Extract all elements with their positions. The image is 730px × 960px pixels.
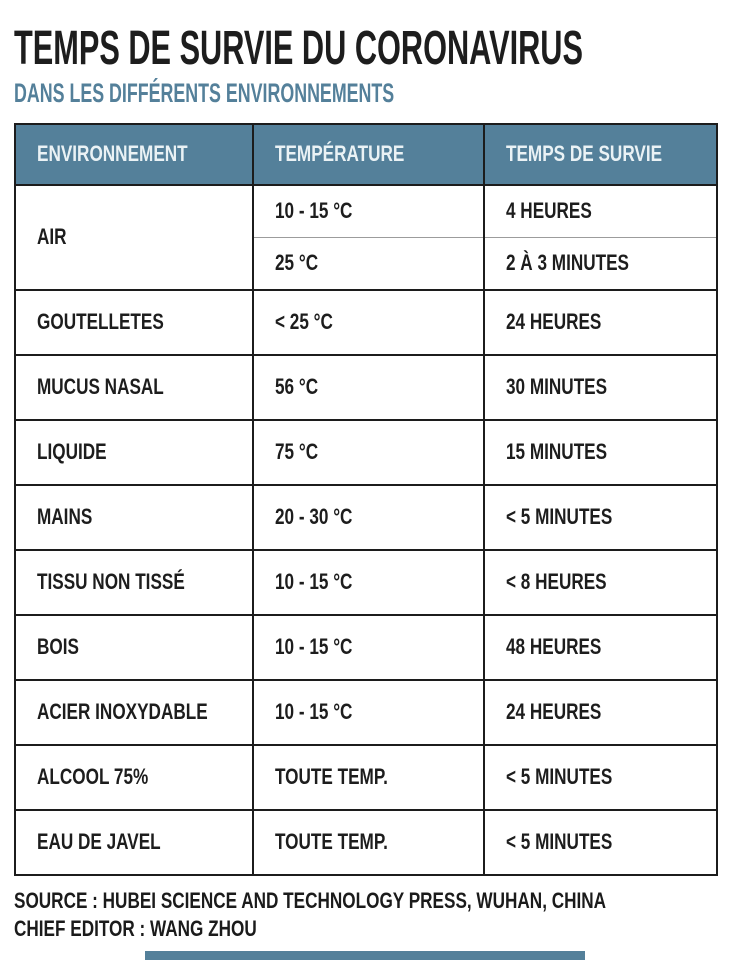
survival-label: 4 HEURES (506, 198, 592, 224)
env-cell: MAINS (14, 483, 254, 551)
table-row-eau-de-javel: EAU DE JAVEL TOUTE TEMP. < 5 MINUTES (14, 808, 718, 876)
table-row-alcool-75: ALCOOL 75% TOUTE TEMP. < 5 MINUTES (14, 743, 718, 811)
temp-label: 56 °C (275, 374, 319, 400)
temp-cell: 10 - 15 °C (252, 183, 485, 238)
temp-cell: 10 - 15 °C (252, 548, 485, 616)
env-cell: GOUTELLETES (14, 288, 254, 356)
column-header-temperature-label: TEMPÉRATURE (275, 141, 405, 167)
editor-line: CHIEF EDITOR : WANG ZHOU (14, 915, 716, 944)
env-label: MAINS (37, 504, 93, 530)
env-cell: ALCOOL 75% (14, 743, 254, 811)
survival-cell: < 5 MINUTES (483, 483, 718, 551)
env-label: GOUTELLETES (37, 309, 164, 335)
table-row-bois: BOIS 10 - 15 °C 48 HEURES (14, 613, 718, 681)
survival-cell: 4 HEURES (483, 183, 718, 238)
env-cell: LIQUIDE (14, 418, 254, 486)
env-label: LIQUIDE (37, 439, 107, 465)
table-row-air: AIR 10 - 15 °C 4 HEURES (14, 183, 718, 291)
page-subtitle-text: DANS LES DIFFÉRENTS ENVIRONNEMENTS (14, 78, 395, 109)
table-row-liquide: LIQUIDE 75 °C 15 MINUTES (14, 418, 718, 486)
survival-cell: 15 MINUTES (483, 418, 718, 486)
source-line-text: SOURCE : HUBEI SCIENCE AND TECHNOLOGY PR… (14, 887, 607, 913)
survival-label: 24 HEURES (506, 699, 602, 725)
temp-cell: TOUTE TEMP. (252, 808, 485, 876)
env-cell: TISSU NON TISSÉ (14, 548, 254, 616)
env-cell: AIR (14, 183, 254, 291)
survival-cell: < 8 HEURES (483, 548, 718, 616)
table-row-mucus-nasal: MUCUS NASAL 56 °C 30 MINUTES (14, 353, 718, 421)
survival-label: 30 MINUTES (506, 374, 608, 400)
page-subtitle: DANS LES DIFFÉRENTS ENVIRONNEMENTS (14, 78, 716, 109)
temp-cell: < 25 °C (252, 288, 485, 356)
env-label: MUCUS NASAL (37, 374, 164, 400)
temp-label: 75 °C (275, 439, 319, 465)
column-header-environment: ENVIRONNEMENT (14, 122, 254, 186)
survival-cell: 48 HEURES (483, 613, 718, 681)
column-header-survival-time-label: TEMPS DE SURVIE (506, 141, 663, 167)
survival-cell: 24 HEURES (483, 678, 718, 746)
temp-cell: 75 °C (252, 418, 485, 486)
survival-label: 15 MINUTES (506, 439, 608, 465)
temp-label: < 25 °C (275, 309, 333, 335)
temp-label: 10 - 15 °C (275, 699, 353, 725)
footer: SOURCE : HUBEI SCIENCE AND TECHNOLOGY PR… (14, 887, 716, 944)
env-label: AIR (37, 224, 67, 250)
temp-label: 10 - 15 °C (275, 198, 353, 224)
temp-cell: 20 - 30 °C (252, 483, 485, 551)
survival-label: < 8 HEURES (506, 569, 607, 595)
temp-label: 25 °C (275, 250, 319, 276)
editor-line-text: CHIEF EDITOR : WANG ZHOU (14, 916, 257, 942)
survival-label: < 5 MINUTES (506, 764, 613, 790)
survival-label: 48 HEURES (506, 634, 602, 660)
table-row-tissu-non-tisse: TISSU NON TISSÉ 10 - 15 °C < 8 HEURES (14, 548, 718, 616)
temp-cell: 10 - 15 °C (252, 613, 485, 681)
env-label: BOIS (37, 634, 79, 660)
temp-cell: TOUTE TEMP. (252, 743, 485, 811)
survival-label: 24 HEURES (506, 309, 602, 335)
survival-cell: 24 HEURES (483, 288, 718, 356)
table-header-row: ENVIRONNEMENT TEMPÉRATURE TEMPS DE SURVI… (14, 122, 718, 186)
temp-label: 10 - 15 °C (275, 569, 353, 595)
temp-label: 10 - 15 °C (275, 634, 353, 660)
env-cell: MUCUS NASAL (14, 353, 254, 421)
page-title: TEMPS DE SURVIE DU CORONAVIRUS (14, 22, 716, 75)
survival-label: < 5 MINUTES (506, 829, 613, 855)
env-cell: BOIS (14, 613, 254, 681)
table-row-acier-inoxydable: ACIER INOXYDABLE 10 - 15 °C 24 HEURES (14, 678, 718, 746)
temp-label: TOUTE TEMP. (275, 764, 388, 790)
env-label: ACIER INOXYDABLE (37, 699, 208, 725)
table-row-mains: MAINS 20 - 30 °C < 5 MINUTES (14, 483, 718, 551)
column-header-environment-label: ENVIRONNEMENT (37, 141, 188, 167)
survival-cell: < 5 MINUTES (483, 808, 718, 876)
env-cell: EAU DE JAVEL (14, 808, 254, 876)
column-header-temperature: TEMPÉRATURE (252, 122, 485, 186)
survival-cell: < 5 MINUTES (483, 743, 718, 811)
survival-cell: 30 MINUTES (483, 353, 718, 421)
page-title-text: TEMPS DE SURVIE DU CORONAVIRUS (14, 22, 583, 75)
env-label: TISSU NON TISSÉ (37, 569, 185, 595)
env-cell: ACIER INOXYDABLE (14, 678, 254, 746)
column-header-survival-time: TEMPS DE SURVIE (483, 122, 718, 186)
table-row-air-sub: 25 °C 2 À 3 MINUTES (15, 236, 718, 291)
temp-cell: 56 °C (252, 353, 485, 421)
env-label: ALCOOL 75% (37, 764, 149, 790)
temp-label: TOUTE TEMP. (275, 829, 388, 855)
survival-label: < 5 MINUTES (506, 504, 613, 530)
survival-label: 2 À 3 MINUTES (506, 250, 630, 276)
survival-table: ENVIRONNEMENT TEMPÉRATURE TEMPS DE SURVI… (14, 122, 718, 876)
survival-cell: 2 À 3 MINUTES (483, 236, 718, 291)
env-label: EAU DE JAVEL (37, 829, 161, 855)
temp-label: 20 - 30 °C (275, 504, 353, 530)
table-row-gouttelettes: GOUTELLETES < 25 °C 24 HEURES (14, 288, 718, 356)
source-line: SOURCE : HUBEI SCIENCE AND TECHNOLOGY PR… (14, 887, 716, 916)
temp-cell: 25 °C (252, 236, 485, 291)
bottom-accent-bar (145, 950, 585, 960)
temp-cell: 10 - 15 °C (252, 678, 485, 746)
